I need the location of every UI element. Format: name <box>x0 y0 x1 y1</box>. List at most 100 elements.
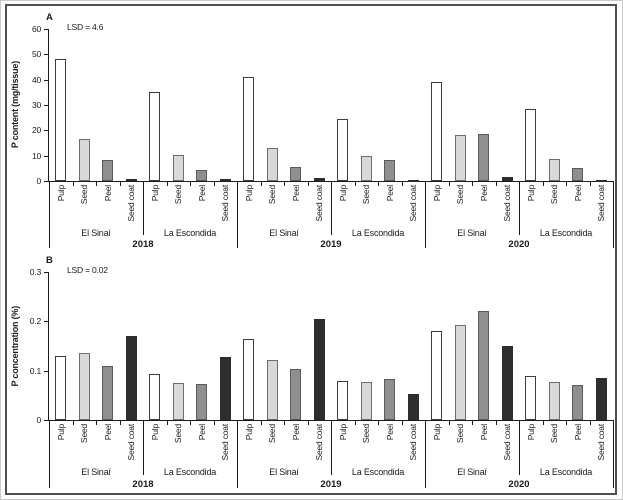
x-category-label: Seed <box>173 424 184 444</box>
bar-pulp <box>243 338 255 420</box>
bar-peel <box>478 311 490 420</box>
year-label: 2018 <box>132 479 154 490</box>
y-tick <box>44 29 49 30</box>
bar-seed <box>454 324 466 420</box>
bar-pulp <box>55 355 67 420</box>
location-label: El Sinaí <box>269 467 299 477</box>
x-slot-tick <box>119 421 121 425</box>
bar-seed-coat <box>313 318 325 420</box>
year-label: 2018 <box>132 239 154 250</box>
x-category-label: Peel <box>572 424 583 441</box>
bar-peel <box>384 159 396 181</box>
bar-seed-coat <box>407 179 419 182</box>
y-tick <box>44 181 49 182</box>
y-tick <box>44 321 49 323</box>
x-slot-tick <box>119 182 121 186</box>
bar-seed <box>266 148 278 181</box>
year-divider <box>424 181 426 248</box>
x-category-label: Pulp <box>149 424 160 441</box>
bar-seed-coat <box>125 178 137 181</box>
x-slot-tick <box>378 182 379 186</box>
location-label: El Sinaí <box>269 228 299 238</box>
x-slot-tick <box>237 182 238 186</box>
x-category-label: Peel <box>478 424 489 441</box>
bar-peel <box>102 159 114 181</box>
x-slot-tick <box>613 421 614 425</box>
bar-seed-coat <box>595 378 607 420</box>
x-slot-tick <box>213 421 215 425</box>
x-slot-tick <box>72 182 74 186</box>
year-divider <box>48 181 50 248</box>
year-label: 2020 <box>508 479 530 490</box>
bar-pulp <box>149 373 161 420</box>
figure-border <box>5 4 617 495</box>
location-divider <box>142 420 144 475</box>
x-slot-tick <box>566 182 567 186</box>
bar-seed-coat <box>219 357 231 420</box>
bar-seed-coat <box>219 179 231 182</box>
bar-seed-coat <box>595 179 607 182</box>
bar-seed <box>360 156 372 181</box>
x-slot-tick <box>166 182 168 186</box>
bar-peel <box>102 365 114 420</box>
bar-peel <box>572 167 584 181</box>
location-divider <box>330 420 332 475</box>
y-tick-label: 0.1 <box>29 365 41 376</box>
y-tick <box>44 130 49 132</box>
x-slot-tick <box>613 182 614 186</box>
year-divider <box>424 420 426 488</box>
x-category-label: Seed coat <box>408 424 419 461</box>
y-tick-label: 10 <box>31 150 41 161</box>
x-category-label: Seed coat <box>502 424 513 461</box>
x-slot-tick <box>378 421 379 425</box>
x-category-label: Seed coat <box>596 424 607 461</box>
x-slot-tick <box>542 421 544 425</box>
x-category-label: Pulp <box>431 424 442 441</box>
x-slot-tick <box>284 182 285 186</box>
x-slot-tick <box>448 421 450 425</box>
bar-seed <box>360 382 372 420</box>
bar-pulp <box>243 77 255 181</box>
panel-letter: B <box>46 255 53 266</box>
location-label: La Escondida <box>351 228 405 238</box>
x-slot-tick <box>566 421 567 425</box>
year-divider <box>48 420 50 488</box>
bar-pulp <box>431 82 443 181</box>
x-category-label: Peel <box>102 424 113 441</box>
bar-pulp <box>337 118 349 181</box>
location-label: El Sinaí <box>81 228 111 238</box>
location-label: La Escondida <box>351 467 405 477</box>
bar-peel <box>478 133 490 181</box>
year-label: 2019 <box>320 479 342 490</box>
year-label: 2020 <box>508 239 530 250</box>
y-tick-label: 60 <box>31 24 41 34</box>
bar-seed <box>78 352 90 420</box>
location-label: La Escondida <box>539 228 593 238</box>
y-tick-label: 0 <box>36 176 41 186</box>
x-slot-tick <box>49 182 50 186</box>
bar-seed-coat <box>125 336 137 420</box>
x-slot-tick <box>519 182 520 186</box>
x-slot-tick <box>472 421 473 425</box>
x-slot-tick <box>307 182 309 186</box>
x-slot-tick <box>519 421 520 425</box>
lsd-annotation: LSD = 0.02 <box>67 265 108 275</box>
bar-peel <box>196 169 208 181</box>
bar-seed-coat <box>501 346 513 420</box>
year-divider <box>236 420 238 488</box>
y-tick <box>44 370 49 372</box>
x-category-label: Peel <box>384 424 395 441</box>
x-slot-tick <box>213 182 215 186</box>
bar-pulp <box>431 331 443 420</box>
bar-seed <box>266 359 278 420</box>
panel-letter: A <box>46 12 53 23</box>
x-category-label: Seed coat <box>220 424 231 461</box>
bar-pulp <box>149 92 161 181</box>
bar-seed-coat <box>501 177 513 181</box>
panel-a: 0 10 20 30 40 50 60 P content (mg/tissue) A LSD =… <box>1 1 622 251</box>
bar-pulp <box>337 380 349 420</box>
x-slot-tick <box>143 182 144 186</box>
x-slot-tick <box>472 182 473 186</box>
x-slot-tick <box>72 421 74 425</box>
